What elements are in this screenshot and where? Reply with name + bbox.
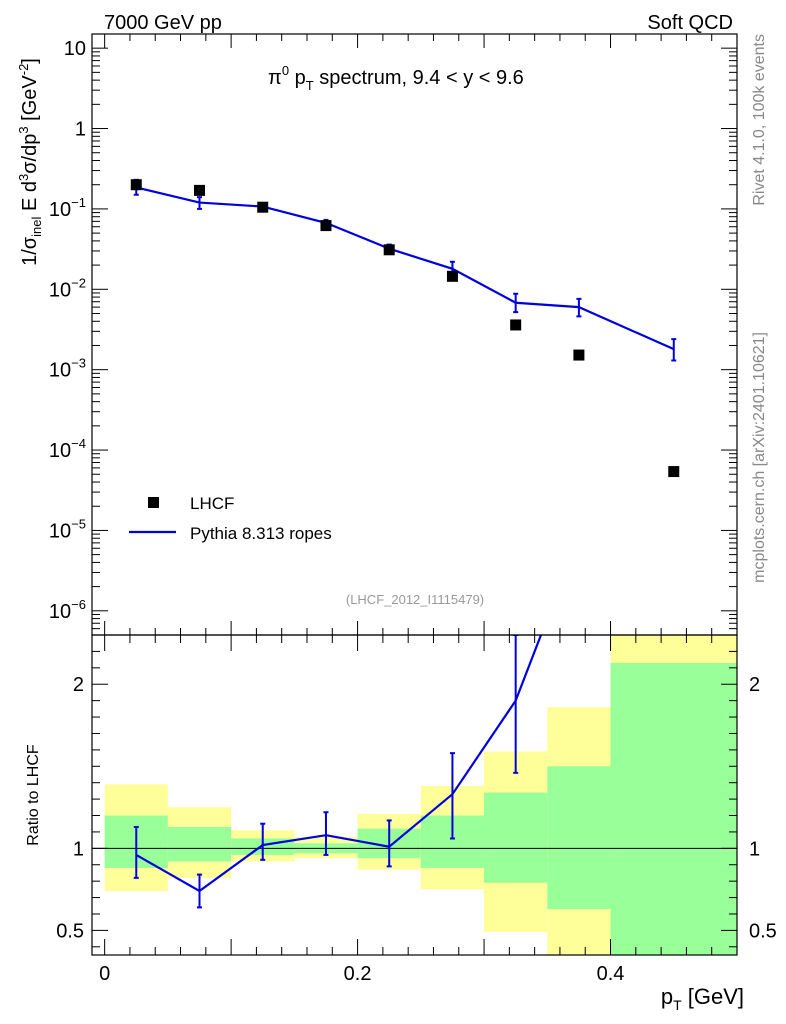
- main-y-tick-label: 10−4: [49, 436, 86, 462]
- lhcf-data-point: [510, 319, 522, 331]
- main-data-points: [130, 179, 680, 478]
- ratio-band-inner: [610, 662, 737, 955]
- ratio-axis-ticks: 0.5 0.5 1 1 2 2 0 0.2 0.4: [56, 635, 777, 985]
- header-process-label: Soft QCD: [647, 12, 733, 34]
- legend-data-label: LHCF: [190, 494, 234, 513]
- lhcf-data-point: [383, 244, 395, 256]
- lhcf-data-point: [194, 184, 205, 196]
- main-y-tick-label: 10−1: [49, 195, 86, 221]
- main-y-tick-label: 10−6: [49, 597, 86, 623]
- main-y-tick-label: 1: [75, 119, 86, 141]
- x-axis-title: pT [GeV]: [661, 984, 744, 1013]
- plot-title: π0 pT spectrum, 9.4 < y < 9.6: [268, 63, 524, 93]
- main-mc-curve: [133, 178, 677, 362]
- ratio-y-tick-label: 1: [73, 838, 84, 860]
- ratio-band-inner: [547, 766, 611, 910]
- ratio-y-tick-label: 0.5: [56, 920, 84, 942]
- analysis-watermark: (LHCF_2012_I1115479): [346, 592, 484, 607]
- lhcf-data-point: [573, 349, 585, 361]
- lhcf-data-point: [446, 270, 458, 282]
- ratio-y-tick-label: 2: [73, 674, 84, 696]
- x-tick-label: 0.2: [344, 963, 372, 985]
- x-tick-label: 0.4: [597, 963, 625, 985]
- lhcf-data-point: [130, 179, 142, 191]
- ratio-y-tick-label-right: 0.5: [749, 920, 777, 942]
- main-y-tick-label: 10: [64, 38, 86, 60]
- lhcf-data-point: [257, 201, 269, 213]
- legend-data-marker: [148, 497, 159, 508]
- main-y-tick-label: 10−2: [49, 275, 86, 301]
- ratio-panel-frame: [91, 634, 738, 956]
- header-energy-label: 7000 GeV pp: [104, 12, 222, 34]
- mc-spectrum-line: [136, 186, 675, 351]
- ratio-y-axis-title: Ratio to LHCF: [25, 744, 42, 846]
- ratio-band-inner: [484, 792, 548, 883]
- ratio-mc-curve: [133, 635, 543, 909]
- ratio-line: [135, 635, 543, 893]
- ratio-curve-clipped: [133, 635, 543, 909]
- mcplots-site-label: mcplots.cern.ch [arXiv:2401.10621]: [751, 332, 768, 583]
- ratio-y-tick-label-right: 1: [749, 838, 760, 860]
- main-y-tick-label: 10−3: [49, 356, 86, 382]
- legend-mc-label: Pythia 8.313 ropes: [190, 524, 332, 543]
- rivet-version-label: Rivet 4.1.0, 100k events: [751, 34, 768, 206]
- lhcf-data-point: [320, 220, 332, 232]
- main-axis-ticks: 10 1 10−1 10−2 10−3 10−4 10−5 10−6: [49, 34, 738, 636]
- lhcf-data-point: [668, 466, 680, 478]
- main-y-axis-title: 1/σinel E d3σ/dp3 [GeV-2]: [16, 58, 44, 266]
- ratio-band-inner: [167, 827, 232, 862]
- ratio-y-tick-label-right: 2: [749, 674, 760, 696]
- x-tick-label: 0: [99, 963, 110, 985]
- main-y-tick-label: 10−5: [49, 516, 86, 542]
